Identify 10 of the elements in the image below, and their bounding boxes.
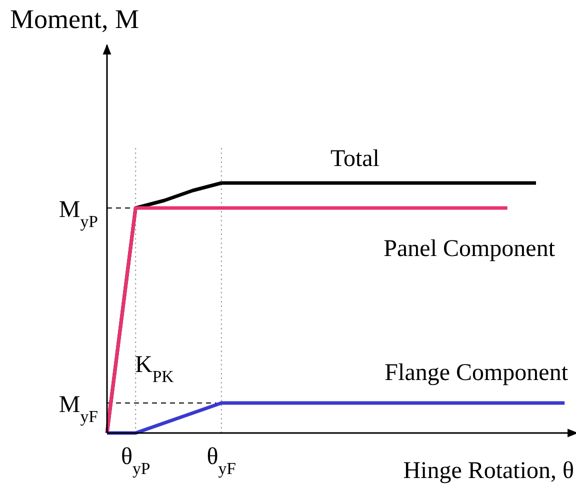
annotation: K$_{PK}$ [135,352,174,386]
series-label: Total [330,146,380,172]
ref-line-label: M$_{yP}$ [58,197,98,230]
x-axis-title: Hinge Rotation, θ [403,458,574,484]
series-label: Panel Component [384,236,556,262]
ref-line-label: M$_{yF}$ [58,392,98,426]
x-tick-label: θ$_{yF}$ [206,444,236,478]
series-label: Flange Component [384,360,568,386]
text: Moment, M [10,4,140,34]
x-tick-label: θ$_{yP}$ [120,444,150,478]
